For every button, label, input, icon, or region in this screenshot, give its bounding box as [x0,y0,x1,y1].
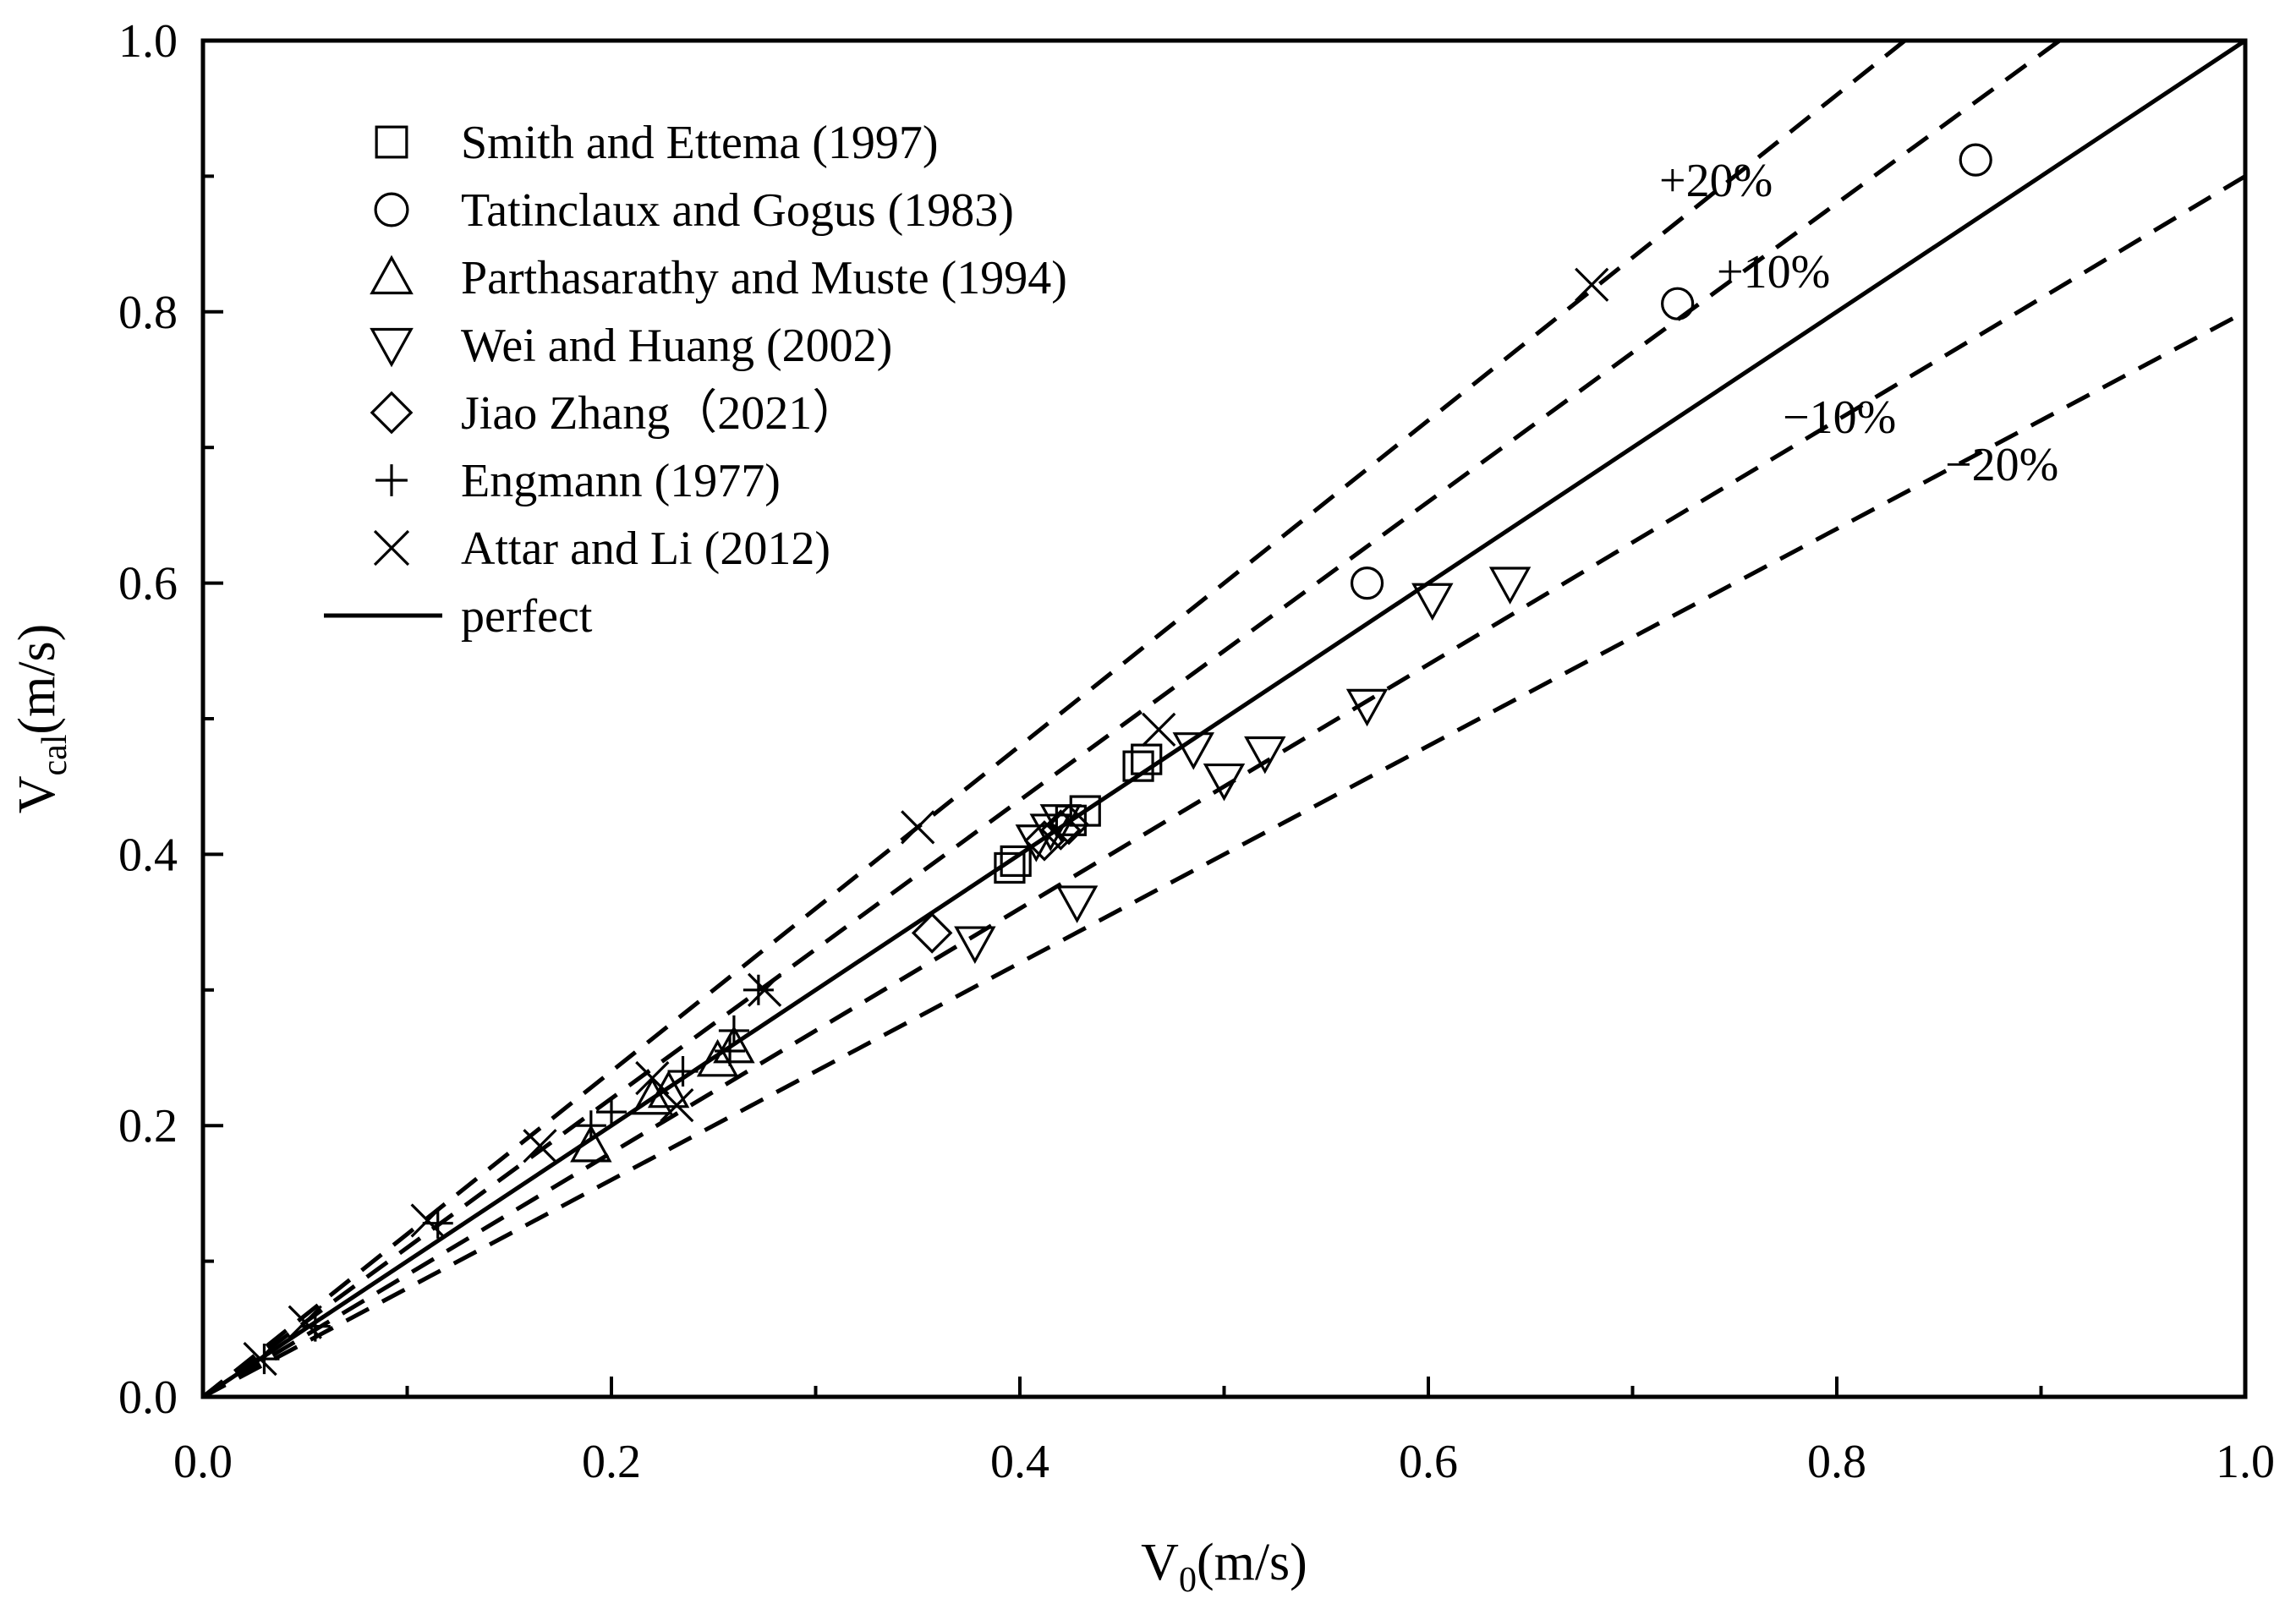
data-point-triangle-down [954,926,996,964]
y-tick-label: 1.0 [118,15,178,68]
data-point-cross [523,1129,557,1163]
legend-label: Engmann (1977) [461,455,781,507]
band-label: +10% [1717,246,1830,298]
data-point-triangle-up [696,1038,739,1077]
data-point-diamond [1048,803,1090,846]
data-point-cross [410,1203,445,1238]
y-tick-label: 0.6 [118,558,178,610]
data-point-triangle-down [1203,763,1246,802]
data-point-cross [635,1060,670,1096]
perfect-line [201,38,2247,1399]
data-point-diamond [911,912,953,954]
band-label: +20% [1659,155,1773,207]
data-point-plus [575,1110,606,1141]
data-point-triangle-up [713,1025,755,1064]
data-point-plus [667,1056,699,1087]
data-point-diamond [1040,809,1082,851]
data-point-cross [1575,267,1609,302]
band-labels: +20% +10% −10% −20% [1659,155,2058,491]
data-point-plus [715,1035,746,1066]
x-axis-title: V0(m/s) [1141,1534,1307,1600]
y-tick-label: 0.4 [118,829,178,881]
legend-marker-cross [373,529,410,567]
data-point-triangle-down [1488,567,1532,605]
data-point-triangle-up [631,1076,674,1115]
tick-labels: 0.0 0.2 0.4 0.6 0.8 1.0 0.0 0.2 0.4 0.6 0.8 1.0 [118,15,2275,1488]
legend-marker-diamond [370,391,414,435]
data-point-triangle-down [1029,813,1071,851]
band-line [201,38,2061,1399]
axis-ticks [201,39,2247,1399]
data-point-cross [747,972,782,1007]
legend: Smith and Ettema (1997) Tatinclaux and Go… [324,117,1067,643]
legend-label: perfect [461,590,593,643]
band-line [201,309,2247,1399]
data-point-plus [299,1311,331,1342]
x-tick-label: 0.2 [582,1436,641,1488]
data-point-circle [1661,287,1695,320]
data-point-plus [596,1097,627,1128]
data-point-square [1131,743,1163,775]
band-line [201,174,2247,1399]
data-point-triangle-up [570,1124,612,1163]
data-point-circle [1350,566,1384,600]
data-point-cross [288,1305,322,1339]
data-point-triangle-down [1244,736,1286,775]
x-tick-label: 0.8 [1807,1436,1866,1488]
data-point-triangle-down [1055,885,1099,923]
y-tick-label: 0.8 [118,287,178,339]
data-point-diamond [1023,820,1066,862]
y-tick-label: 0.2 [118,1100,178,1152]
data-point-circle [1959,143,1992,177]
legend-marker-triangle-up [370,255,414,295]
data-point-triangle-down [1345,688,1389,727]
data-point-cross [660,1088,694,1123]
data-point-triangle-down [1172,732,1214,770]
data-point-plus [718,1015,749,1046]
legend-marker-triangle-down [370,327,414,368]
data-point-triangle-down [1411,583,1454,621]
legend-label: Attar and Li (2012) [461,523,830,575]
data-point-cross [901,810,935,845]
data-point-square [994,851,1026,884]
data-point-triangle-up [647,1070,690,1109]
data-point-cross [243,1341,277,1377]
legend-marker-circle [374,192,409,227]
band-label: −20% [1945,439,2058,491]
legend-label: Jiao Zhang（2021） [461,387,859,440]
x-tick-label: 0.4 [990,1436,1049,1488]
legend-marker-plus [375,464,408,496]
legend-label: Wei and Huang (2002) [461,320,892,372]
x-tick-label: 0.0 [173,1436,233,1488]
legend-marker-square [375,125,408,159]
y-tick-label: 0.0 [118,1371,178,1424]
data-point-plus [249,1344,280,1375]
data-point-square [1000,845,1032,878]
legend-label: Smith and Ettema (1997) [461,117,939,169]
data-point-square [1122,750,1154,782]
y-axis-title: Vcal(m/s) [8,624,74,814]
data-points [243,143,1992,1377]
band-label: −10% [1783,391,1896,444]
x-tick-label: 1.0 [2216,1436,2275,1488]
reference-lines [201,38,2247,1399]
data-point-plus [422,1207,453,1239]
legend-label: Tatinclaux and Gogus (1983) [461,184,1014,237]
x-tick-label: 0.6 [1399,1436,1458,1488]
data-point-cross [1142,712,1176,747]
legend-label: Parthasarathy and Muste (1994) [461,252,1067,304]
data-point-plus [743,974,774,1005]
